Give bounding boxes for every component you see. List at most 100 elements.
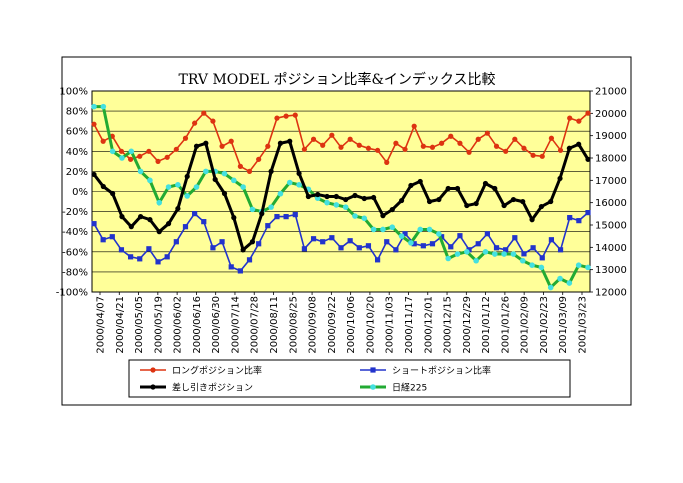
y-left-tick-label: -100% — [56, 288, 88, 299]
data-point — [310, 236, 317, 242]
data-point — [429, 144, 436, 150]
data-point — [193, 184, 200, 190]
data-point — [237, 268, 243, 274]
data-point — [119, 214, 125, 220]
data-point — [436, 196, 442, 203]
data-point — [539, 255, 545, 261]
data-point — [402, 146, 408, 152]
x-tick-label: 2000/10/20 — [365, 296, 376, 354]
data-point — [155, 158, 161, 164]
y-right-tick-label: 17000 — [595, 176, 627, 187]
x-tick-label: 2000/04/21 — [115, 296, 126, 354]
data-point — [201, 219, 207, 225]
data-point — [274, 115, 280, 121]
data-point — [265, 223, 271, 229]
data-point — [398, 197, 405, 204]
data-point — [165, 221, 172, 227]
data-point — [575, 262, 582, 269]
data-point — [286, 179, 293, 186]
data-point — [320, 239, 326, 245]
chart-title: TRV MODEL ポジション比率&インデックス比較 — [179, 71, 496, 88]
data-point — [192, 211, 198, 217]
data-point — [324, 193, 330, 200]
data-point — [175, 205, 181, 212]
data-point — [374, 257, 381, 263]
data-point — [137, 153, 143, 159]
data-point — [315, 191, 321, 198]
data-point — [109, 148, 116, 155]
y-left-tick-label: 20% — [66, 167, 88, 178]
data-point — [165, 184, 172, 190]
series-layer — [91, 103, 591, 291]
data-point — [482, 249, 489, 255]
x-tick-label: 2000/09/22 — [327, 296, 338, 354]
legend-marker — [370, 367, 376, 373]
data-point — [493, 245, 500, 251]
data-point — [475, 136, 481, 142]
data-point — [429, 241, 436, 247]
y-axis-left: 100% 80% 60% 40% 20% 0% -20% -40% -60% -80% -100% — [56, 87, 88, 299]
data-point — [240, 247, 246, 253]
data-point — [402, 231, 408, 237]
data-point — [221, 190, 228, 197]
data-point — [314, 195, 321, 201]
data-point — [127, 156, 134, 162]
data-point — [228, 138, 234, 144]
data-point — [287, 138, 293, 144]
data-point — [100, 103, 107, 110]
data-point — [512, 136, 518, 142]
y-left-tick-label: -40% — [62, 227, 88, 238]
data-point — [519, 257, 526, 264]
data-point — [119, 155, 125, 161]
x-tick-label: 2001/02/23 — [539, 296, 550, 354]
y-right-tick-label: 12000 — [595, 288, 627, 299]
data-point — [370, 226, 377, 233]
data-point — [473, 200, 479, 207]
data-point — [256, 156, 262, 162]
x-tick-label: 2000/07/28 — [250, 296, 261, 354]
legend-marker — [370, 384, 376, 390]
x-axis: 2000/04/07 2000/04/21 2000/05/05 2000/05/19… — [96, 292, 589, 354]
x-tick-label: 2000/12/29 — [462, 296, 473, 354]
x-tick-label: 2000/08/25 — [288, 296, 299, 354]
data-point — [426, 226, 433, 233]
data-point — [436, 231, 442, 237]
x-tick-label: 2000/11/17 — [404, 296, 415, 354]
legend-label: 差し引きポジション — [172, 382, 253, 394]
x-tick-label: 2000/09/08 — [308, 296, 319, 354]
data-point — [347, 136, 353, 142]
data-point — [91, 171, 97, 178]
x-tick-label: 2000/11/03 — [385, 296, 396, 354]
data-point — [343, 196, 349, 203]
data-point — [501, 251, 507, 257]
data-point — [277, 140, 284, 146]
data-point — [201, 110, 207, 116]
data-point — [259, 211, 265, 217]
data-point — [210, 118, 216, 124]
data-point — [466, 149, 472, 155]
data-point — [576, 141, 582, 147]
data-point — [491, 251, 498, 257]
data-point — [175, 182, 181, 188]
legend-label: ロングポジション比率 — [172, 365, 262, 377]
data-point — [548, 237, 555, 243]
data-point — [246, 257, 253, 263]
data-point — [464, 202, 470, 209]
data-point — [585, 264, 591, 271]
x-tick-label: 2000/12/01 — [423, 296, 434, 354]
data-point — [566, 280, 573, 286]
data-point — [464, 249, 470, 255]
y-right-tick-label: 19000 — [595, 131, 627, 142]
x-tick-label: 2000/04/07 — [96, 296, 107, 354]
data-point — [283, 214, 289, 220]
data-point — [342, 204, 349, 210]
data-point — [249, 206, 256, 213]
data-point — [173, 239, 179, 245]
data-point — [466, 247, 472, 253]
data-point — [301, 246, 308, 252]
data-point — [408, 240, 414, 246]
data-point — [512, 235, 518, 241]
data-point — [557, 275, 563, 282]
